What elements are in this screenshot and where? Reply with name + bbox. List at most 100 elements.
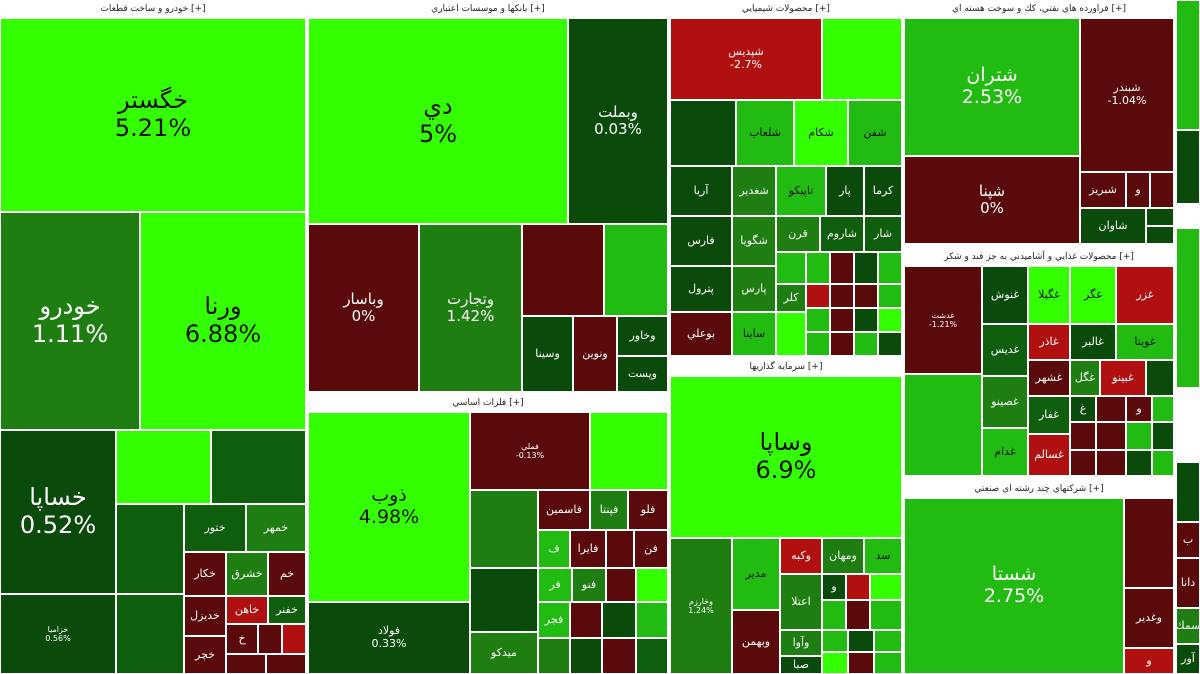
tile-ghnoosh[interactable]: غنوش (982, 266, 1028, 324)
tile-ghfar[interactable]: غفار (1028, 396, 1070, 434)
tile-small[interactable] (848, 652, 874, 674)
tile-small[interactable] (1126, 422, 1152, 450)
tile-ghdasht[interactable]: غدشت -1.21% (904, 266, 982, 374)
tile-varna[interactable]: ورنا 6.88% (140, 212, 306, 430)
tile-vbasar[interactable]: وباسار 0% (308, 224, 419, 392)
tile-small[interactable] (806, 332, 830, 356)
tile-small[interactable] (776, 252, 806, 284)
tile-dana[interactable]: دانا (1176, 558, 1200, 608)
sector-header[interactable]: سرمایه گذاریها [+] (670, 358, 902, 376)
tile-shfan[interactable]: شفن (848, 100, 902, 166)
tile-karma[interactable]: کرما (864, 166, 902, 216)
tile-small[interactable] (854, 284, 878, 308)
tile-flo[interactable]: فلو (628, 490, 668, 530)
tile-small[interactable] (1150, 172, 1174, 208)
tile-small[interactable] (806, 252, 830, 284)
tile-fan[interactable]: فن (634, 530, 668, 568)
tile-shbandar[interactable]: شبندر -1.04% (1080, 18, 1174, 172)
tile-khchar[interactable]: خچر (184, 636, 226, 674)
tile-far[interactable]: فر (538, 568, 572, 602)
tile-small[interactable] (904, 374, 982, 476)
tile-shabriz[interactable]: شبریز (1080, 172, 1126, 208)
tile-small[interactable] (470, 568, 538, 632)
tile-ghdam[interactable]: غدام (982, 428, 1028, 476)
tile-vmahan[interactable]: ومهان (822, 538, 864, 574)
tile-small[interactable] (670, 100, 736, 166)
tile-small[interactable] (1152, 422, 1174, 450)
tile-small[interactable] (116, 504, 184, 594)
tile-small[interactable] (1146, 208, 1174, 226)
tile-khgostar[interactable]: خگستر 5.21% (0, 18, 306, 212)
tile-small[interactable] (1126, 450, 1152, 476)
tile-small[interactable] (1124, 498, 1174, 588)
tile-oil-va[interactable]: و (1126, 172, 1150, 208)
tile-khtoor[interactable]: ختور (184, 504, 246, 552)
tile-small[interactable] (830, 332, 854, 356)
tile-small[interactable] (1146, 226, 1174, 244)
tile-kolor[interactable]: کلر (776, 284, 806, 312)
tile-small[interactable] (636, 602, 668, 638)
tile-shpedis[interactable]: شپدیس -2.7% (670, 18, 822, 100)
tile-booali[interactable]: بوعلي (670, 312, 732, 356)
tile-small[interactable] (590, 412, 668, 490)
tile-small[interactable] (822, 18, 902, 100)
tile-small[interactable] (1176, 388, 1200, 444)
tile-shavan[interactable]: شاوان (1080, 208, 1146, 244)
tile-small[interactable] (830, 284, 854, 308)
tile-midko[interactable]: میدکو (470, 632, 538, 674)
tile-khfanar[interactable]: خفنر (268, 596, 306, 624)
tile-small[interactable] (1146, 360, 1174, 396)
tile-ghazar[interactable]: غاذر (1028, 324, 1070, 360)
tile-khzamia[interactable]: خزامیا 0.56% (0, 594, 116, 674)
tile-foolad[interactable]: فولاد 0.33% (308, 602, 470, 674)
tile-shpana[interactable]: شپنا 0% (904, 156, 1080, 244)
tile-small[interactable] (854, 308, 878, 332)
tile-ghgor[interactable]: غگر (1070, 266, 1116, 324)
tile-avar[interactable]: آور (1176, 644, 1200, 674)
tile-small[interactable] (822, 630, 848, 652)
tile-ghsino[interactable]: غصینو (982, 376, 1028, 428)
tile-small[interactable] (570, 638, 602, 674)
tile-vpost[interactable]: وپست (617, 356, 668, 392)
tile-small[interactable] (606, 530, 634, 568)
tile-vnovin[interactable]: ونوین (573, 316, 617, 392)
tile-vsapa[interactable]: وساپا 6.9% (670, 376, 902, 538)
tile-small[interactable] (116, 430, 211, 504)
tile-food-gh[interactable]: غ (1070, 396, 1096, 422)
tile-fars[interactable]: فارس (670, 216, 732, 266)
tile-dey[interactable]: دي 5% (308, 18, 568, 224)
sector-header[interactable]: بانکها و موسسات اعتباري [+] (308, 0, 668, 18)
tile-petrol[interactable]: پترول (670, 266, 732, 312)
tile-small[interactable] (226, 654, 266, 674)
sector-header[interactable]: محصولات شیمیایي [+] (670, 0, 902, 18)
tile-samak[interactable]: سمك (1176, 608, 1200, 644)
tile-va[interactable]: و (822, 574, 846, 600)
tile-fasmin[interactable]: فاسمین (538, 490, 590, 530)
tile-small[interactable] (470, 490, 538, 568)
tile-small[interactable] (282, 624, 306, 654)
tile-small[interactable] (1096, 396, 1126, 422)
tile-small[interactable] (538, 638, 570, 674)
tile-khkar[interactable]: خکار (184, 552, 226, 596)
tile-small[interactable] (830, 308, 854, 332)
tile-small[interactable] (636, 568, 668, 602)
tile-ghvita[interactable]: غویتا (1116, 324, 1174, 360)
tile-small[interactable] (854, 332, 878, 356)
sector-header[interactable]: محصولات غذايي و آشاميدني به جز قند و شکر… (904, 248, 1174, 266)
tile-small[interactable] (570, 602, 602, 638)
tile-vkabe[interactable]: وکبه (780, 538, 822, 574)
tile-small[interactable] (878, 252, 902, 284)
tile-kh[interactable]: خ (226, 624, 258, 654)
tile-sad[interactable]: سد (864, 538, 902, 574)
tile-small[interactable] (116, 594, 184, 674)
tile-small[interactable] (1096, 450, 1126, 476)
tile-small[interactable] (258, 624, 282, 654)
tile-ghgila[interactable]: غگیلا (1028, 266, 1070, 324)
tile-vghadir[interactable]: وغدیر (1124, 588, 1174, 648)
tile-small[interactable] (1070, 450, 1096, 476)
tile-small[interactable] (822, 600, 846, 630)
tile-vkharazm[interactable]: وخارزم 1.24% (670, 538, 732, 674)
tile-modir[interactable]: مدیر (732, 538, 780, 610)
tile-small[interactable] (604, 224, 668, 316)
tile-faira[interactable]: فایرا (570, 530, 606, 568)
